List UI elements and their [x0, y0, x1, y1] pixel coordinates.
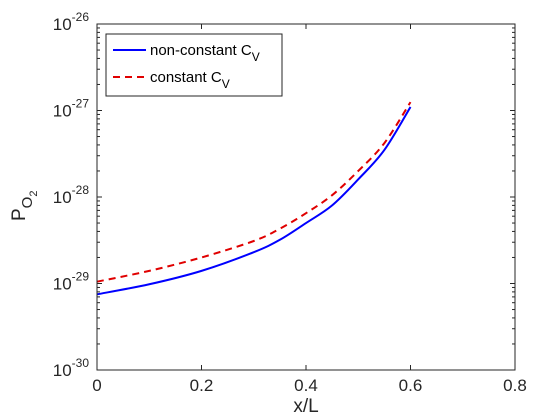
x-tick-label-2: 0.4: [294, 376, 318, 395]
legend-entry-1: constant CV: [150, 69, 230, 91]
y-tick-label-2: 10-28: [53, 183, 90, 207]
series-layer: [96, 101, 412, 296]
x-axis-label: x/L: [293, 396, 318, 417]
y-tick-label-4: 10-26: [53, 10, 90, 34]
x-tick-label-1: 0.2: [190, 376, 214, 395]
series-line-1: [96, 101, 412, 283]
legend-entry-0: non-constant CV: [150, 42, 260, 64]
legend-box: [105, 33, 283, 97]
x-tick-label-4: 0.8: [503, 376, 527, 395]
series-line-0: [96, 106, 412, 296]
x-tick-label-3: 0.6: [399, 376, 423, 395]
y-tick-label-1: 10-29: [53, 270, 90, 294]
x-tick-label-0: 0: [92, 376, 101, 395]
y-tick-label-3: 10-27: [53, 97, 90, 121]
legend: non-constant CV constant CV: [105, 33, 283, 97]
y-tick-label-0: 10-30: [53, 356, 90, 380]
axes-layer: 0 0.2 0.4 0.6 0.8 10-30 10-29 10-28 10-27 10-26 x/…: [9, 10, 527, 417]
y-axis-label: PO2: [9, 191, 40, 221]
